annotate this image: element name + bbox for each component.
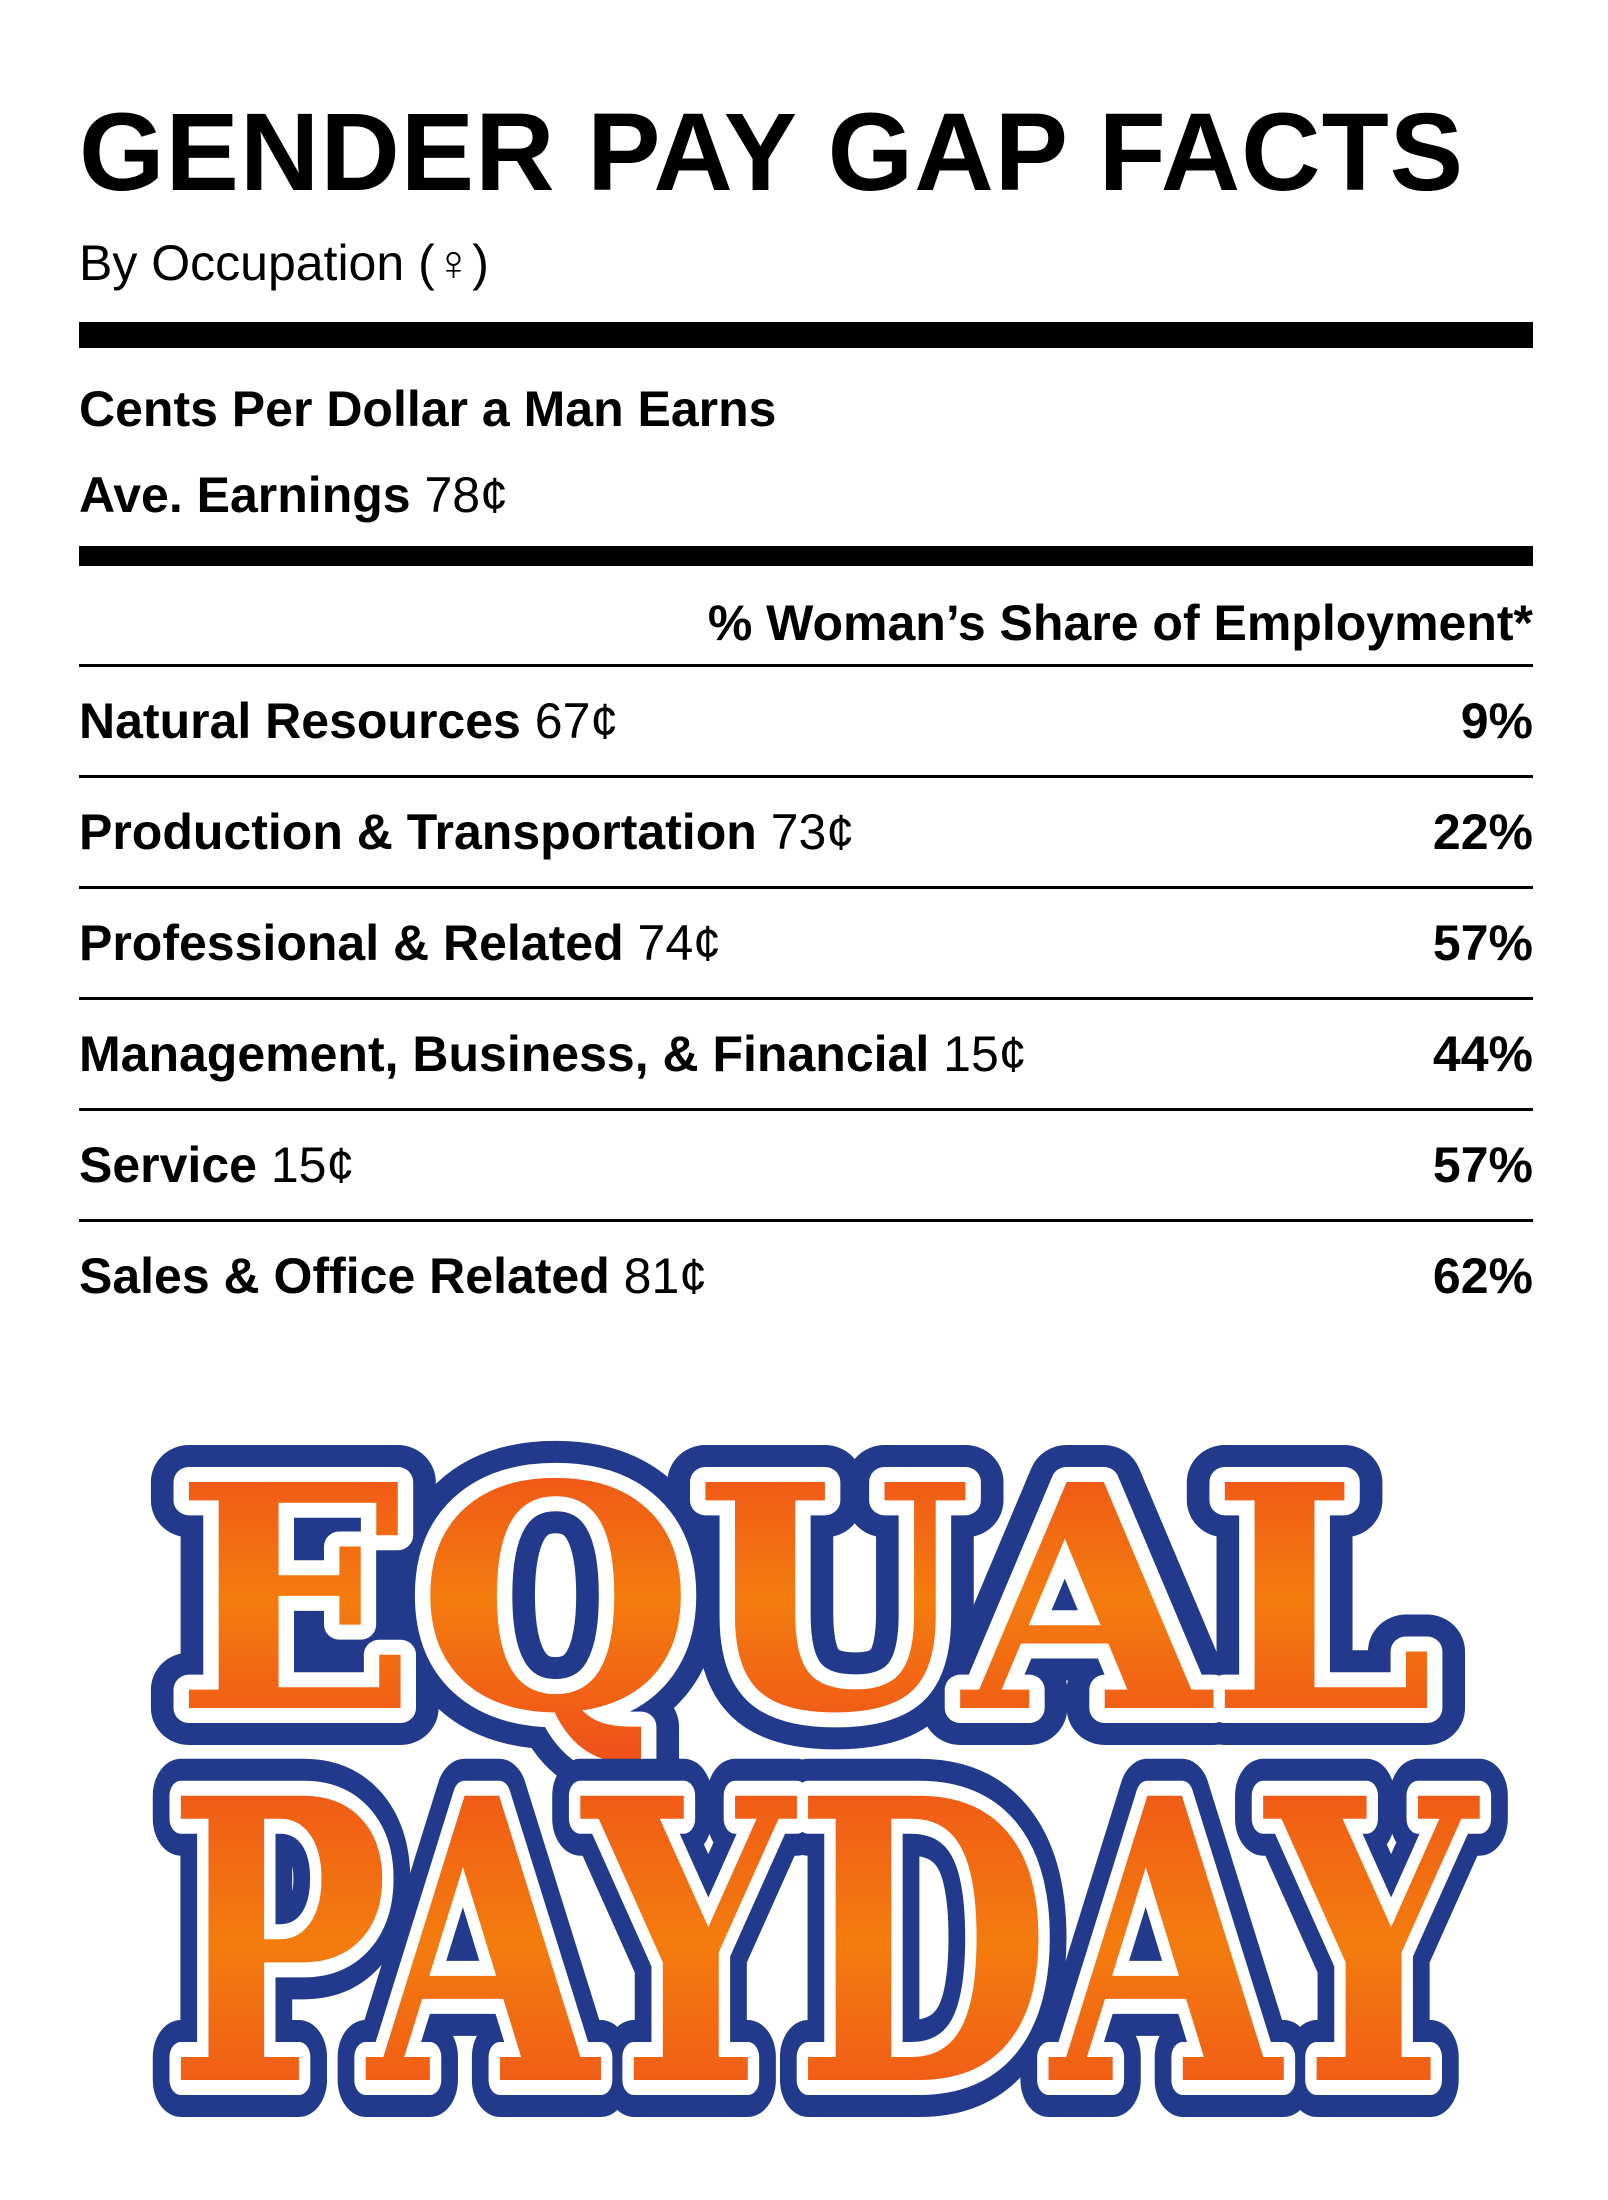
occupation-cell: Management, Business, & Financial 15¢ bbox=[79, 1029, 1027, 1079]
occupation-cents: 15¢ bbox=[270, 1137, 355, 1193]
banner-line1: EQUAL bbox=[174, 1418, 1434, 1782]
average-earnings: Ave. Earnings 78¢ bbox=[79, 470, 508, 520]
banner-line2: PAYDAY bbox=[167, 1714, 1483, 2172]
table-row: Management, Business, & Financial 15¢ 44… bbox=[79, 1000, 1533, 1108]
table-row: Production & Transportation 73¢ 22% bbox=[79, 778, 1533, 886]
occupation-name: Service bbox=[79, 1137, 257, 1193]
share-value: 62% bbox=[1432, 1248, 1533, 1304]
banner-line2-inner-outline: PAYDAY bbox=[167, 1714, 1483, 2172]
occupation-cell: Service 15¢ bbox=[79, 1140, 354, 1190]
share-value: 9% bbox=[1460, 693, 1533, 749]
occupation-cents: 73¢ bbox=[770, 804, 855, 860]
occupation-cell: Professional & Related 74¢ bbox=[79, 918, 721, 968]
divider-thick bbox=[79, 322, 1533, 348]
row-divider bbox=[79, 775, 1533, 778]
average-earnings-value: 78¢ bbox=[424, 467, 508, 523]
row-divider bbox=[79, 1108, 1533, 1111]
table-row: Natural Resources 67¢ 9% bbox=[79, 667, 1533, 775]
row-divider bbox=[79, 1219, 1533, 1222]
banner-line2-outline: PAYDAY bbox=[167, 1714, 1483, 2172]
occupation-name: Natural Resources bbox=[79, 693, 521, 749]
equal-payday-logo: EQUAL EQUAL EQUAL PAYDAY PAYDAY PAYDAY bbox=[130, 1381, 1520, 2200]
share-value: 44% bbox=[1432, 1026, 1533, 1082]
share-value: 57% bbox=[1432, 1137, 1533, 1193]
occupation-cell: Natural Resources 67¢ bbox=[79, 696, 618, 746]
occupation-cents: 81¢ bbox=[623, 1248, 708, 1304]
share-value: 22% bbox=[1432, 804, 1533, 860]
table-row: Service 15¢ 57% bbox=[79, 1111, 1533, 1219]
table-row: Professional & Related 74¢ 57% bbox=[79, 889, 1533, 997]
banner-line1-inner-outline: EQUAL bbox=[174, 1418, 1434, 1782]
occupation-name: Professional & Related bbox=[79, 915, 624, 971]
occupation-cents: 15¢ bbox=[943, 1026, 1027, 1082]
occupation-cell: Sales & Office Related 81¢ bbox=[79, 1251, 707, 1301]
row-divider bbox=[79, 886, 1533, 889]
occupation-cents: 74¢ bbox=[637, 915, 721, 971]
table-row: Sales & Office Related 81¢ 62% bbox=[79, 1222, 1533, 1330]
occupation-name: Production & Transportation bbox=[79, 804, 757, 860]
row-divider bbox=[79, 664, 1533, 667]
average-earnings-label: Ave. Earnings bbox=[79, 467, 411, 523]
banner-line1-outline: EQUAL bbox=[174, 1418, 1434, 1782]
share-value: 57% bbox=[1432, 915, 1533, 971]
page-title: GENDER PAY GAP FACTS bbox=[79, 91, 1465, 214]
page-subtitle: By Occupation (♀) bbox=[79, 235, 489, 291]
occupation-cell: Production & Transportation 73¢ bbox=[79, 807, 854, 857]
occupation-name: Sales & Office Related bbox=[79, 1248, 610, 1304]
share-column-header: % Woman’s Share of Employment* bbox=[707, 595, 1533, 651]
occupation-cents: 67¢ bbox=[534, 693, 619, 749]
divider-medium bbox=[79, 546, 1533, 566]
row-divider bbox=[79, 997, 1533, 1000]
summary-heading: Cents Per Dollar a Man Earns bbox=[79, 381, 777, 437]
occupation-name: Management, Business, & Financial bbox=[79, 1026, 930, 1082]
